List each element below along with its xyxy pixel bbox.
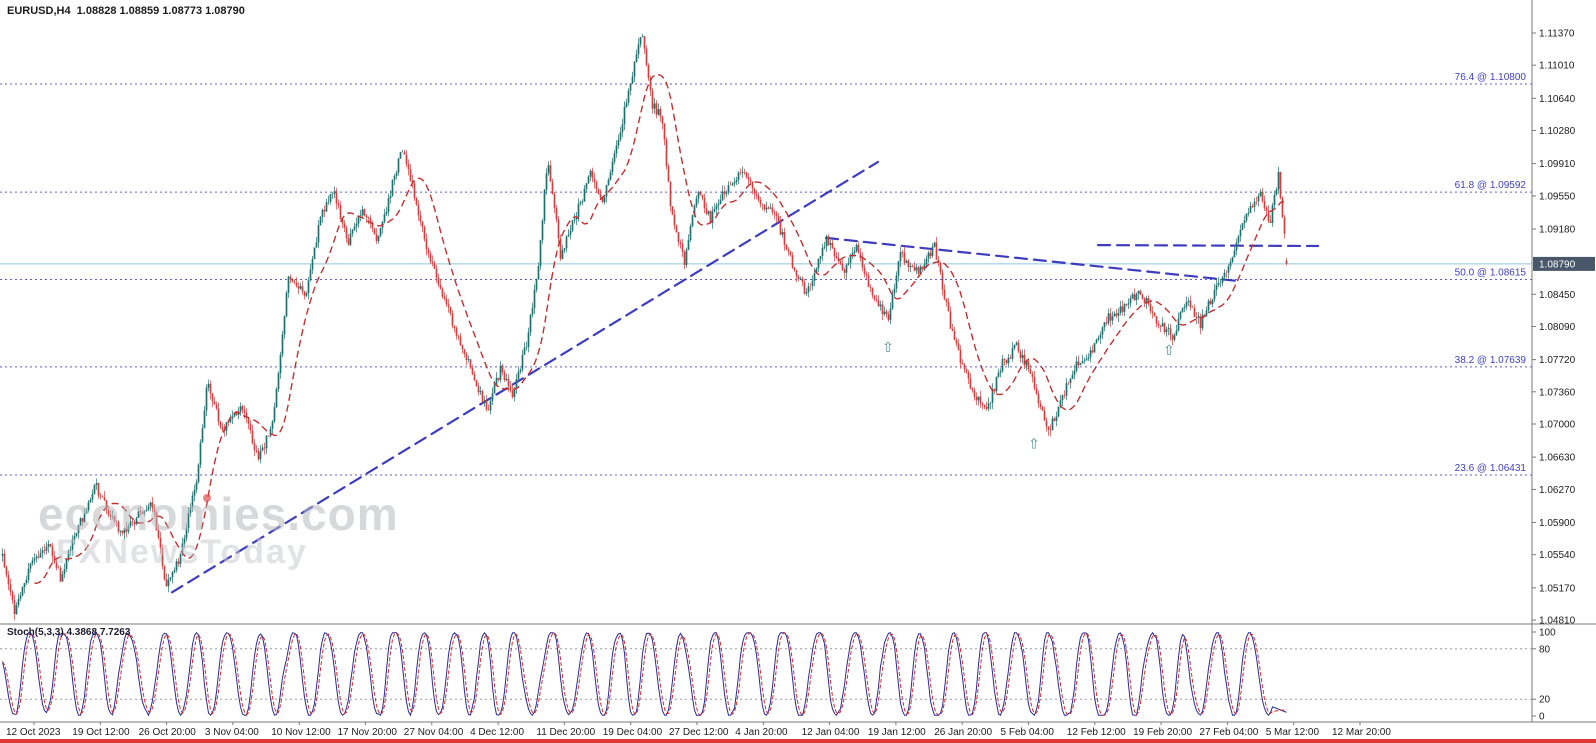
time-axis-label: 12 Oct 2023 xyxy=(6,727,61,738)
price-axis-label: 1.09180 xyxy=(1539,225,1576,236)
stoch-axis-label: 20 xyxy=(1539,695,1551,706)
price-axis-label: 1.10640 xyxy=(1539,94,1576,105)
price-axis-label: 1.07000 xyxy=(1539,420,1576,431)
up-arrow-annotation: ⇧ xyxy=(1028,436,1040,452)
bear-candle-bodies xyxy=(3,36,1288,614)
time-axis-label: 5 Mar 12:00 xyxy=(1266,727,1320,738)
watermark-economies: economies.com xyxy=(38,488,399,540)
time-axis-label: 12 Feb 12:00 xyxy=(1067,727,1126,738)
price-axis-label: 1.07360 xyxy=(1539,387,1576,398)
current-price-badge xyxy=(1533,256,1595,271)
trendline-1 xyxy=(170,160,880,594)
time-axis-label: 5 Feb 04:00 xyxy=(1001,727,1055,738)
time-axis-label: 17 Nov 20:00 xyxy=(338,727,398,738)
time-axis-label: 26 Jan 20:00 xyxy=(934,727,992,738)
fib-level-label: 76.4 @ 1.10800 xyxy=(1455,72,1527,83)
watermark-fxnewstoday: FXNewsToday xyxy=(56,533,308,571)
bull-candle-bodies xyxy=(1,36,1280,614)
time-axis-label: 19 Oct 12:00 xyxy=(72,727,130,738)
stoch-axis-label: 100 xyxy=(1539,628,1556,639)
price-axis-label: 1.06270 xyxy=(1539,485,1576,496)
time-axis-label: 12 Mar 20:00 xyxy=(1332,727,1391,738)
price-axis-label: 1.11370 xyxy=(1539,29,1575,40)
current-price-badge-label: 1.08790 xyxy=(1539,259,1576,270)
indicator-label: Stoch(5,3,3) 4.3868 7.7263 xyxy=(7,627,131,638)
fib-level-label: 23.6 @ 1.06431 xyxy=(1455,463,1527,474)
price-axis-label: 1.10280 xyxy=(1539,126,1576,137)
up-arrow-annotation: ⇧ xyxy=(1163,342,1175,358)
time-axis-label: 4 Jan 20:00 xyxy=(735,727,788,738)
moving-average-line xyxy=(34,73,1287,585)
price-axis-label: 1.09550 xyxy=(1539,191,1576,202)
time-axis-label: 19 Feb 20:00 xyxy=(1133,727,1192,738)
price-axis-label: 1.08090 xyxy=(1539,322,1576,333)
fib-level-label: 38.2 @ 1.07639 xyxy=(1455,355,1527,366)
stoch-d-line xyxy=(2,632,1287,717)
fib-level-label: 61.8 @ 1.09592 xyxy=(1455,180,1527,191)
price-axis-label: 1.04810 xyxy=(1539,616,1576,627)
price-axis-label: 1.11010 xyxy=(1539,61,1575,72)
time-axis-label: 26 Oct 20:00 xyxy=(139,727,197,738)
price-axis-label: 1.09910 xyxy=(1539,159,1576,170)
price-axis-label: 1.05170 xyxy=(1539,583,1576,594)
bottom-red-bar xyxy=(0,739,1596,743)
time-axis-label: 4 Dec 12:00 xyxy=(470,727,524,738)
stoch-k-line xyxy=(2,631,1287,717)
up-arrow-annotation: ⇧ xyxy=(882,339,894,355)
time-axis-label: 27 Feb 04:00 xyxy=(1199,727,1258,738)
price-axis-label: 1.08450 xyxy=(1539,290,1576,301)
time-axis-label: 3 Nov 04:00 xyxy=(205,727,259,738)
time-axis-label: 19 Jan 12:00 xyxy=(868,727,926,738)
trendline-2 xyxy=(824,236,1239,282)
price-axis-label: 1.05900 xyxy=(1539,518,1576,529)
chart-title: EURUSD,H4 1.08828 1.08859 1.08773 1.0879… xyxy=(7,5,245,17)
price-axis-label: 1.07720 xyxy=(1539,355,1576,366)
time-axis-label: 11 Dec 20:00 xyxy=(536,727,595,738)
watermark-logo-dot-icon xyxy=(203,494,211,502)
price-axis-label: 1.05540 xyxy=(1539,550,1576,561)
fib-level-label: 50.0 @ 1.08615 xyxy=(1455,268,1527,279)
stoch-axis-label: 80 xyxy=(1539,644,1551,655)
time-axis-label: 12 Jan 04:00 xyxy=(802,727,860,738)
stoch-axis-label: 0 xyxy=(1539,712,1545,723)
price-axis-label: 1.06630 xyxy=(1539,453,1576,464)
time-axis-label: 27 Dec 12:00 xyxy=(669,727,729,738)
time-axis-label: 27 Nov 04:00 xyxy=(404,727,464,738)
time-axis-label: 10 Nov 12:00 xyxy=(271,727,331,738)
time-axis-label: 19 Dec 04:00 xyxy=(603,727,663,738)
trendline-3 xyxy=(1096,244,1320,248)
